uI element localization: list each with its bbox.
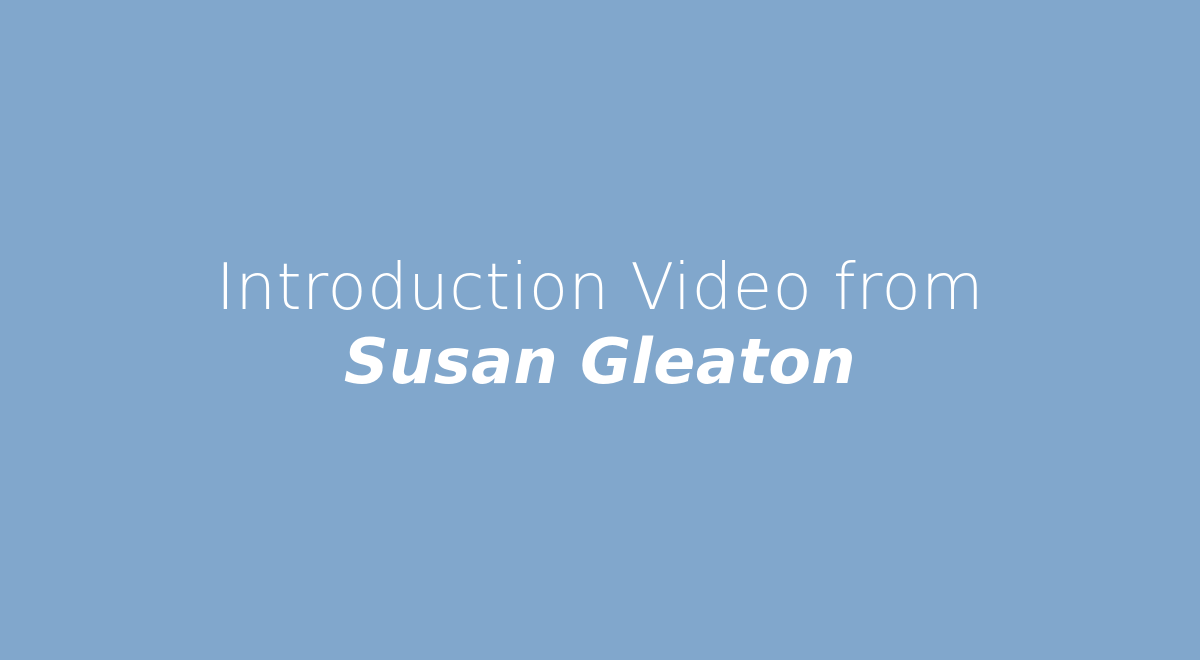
title-line-name: Susan Gleaton [343,325,857,398]
title-line-intro: Introduction Video from [216,251,984,325]
